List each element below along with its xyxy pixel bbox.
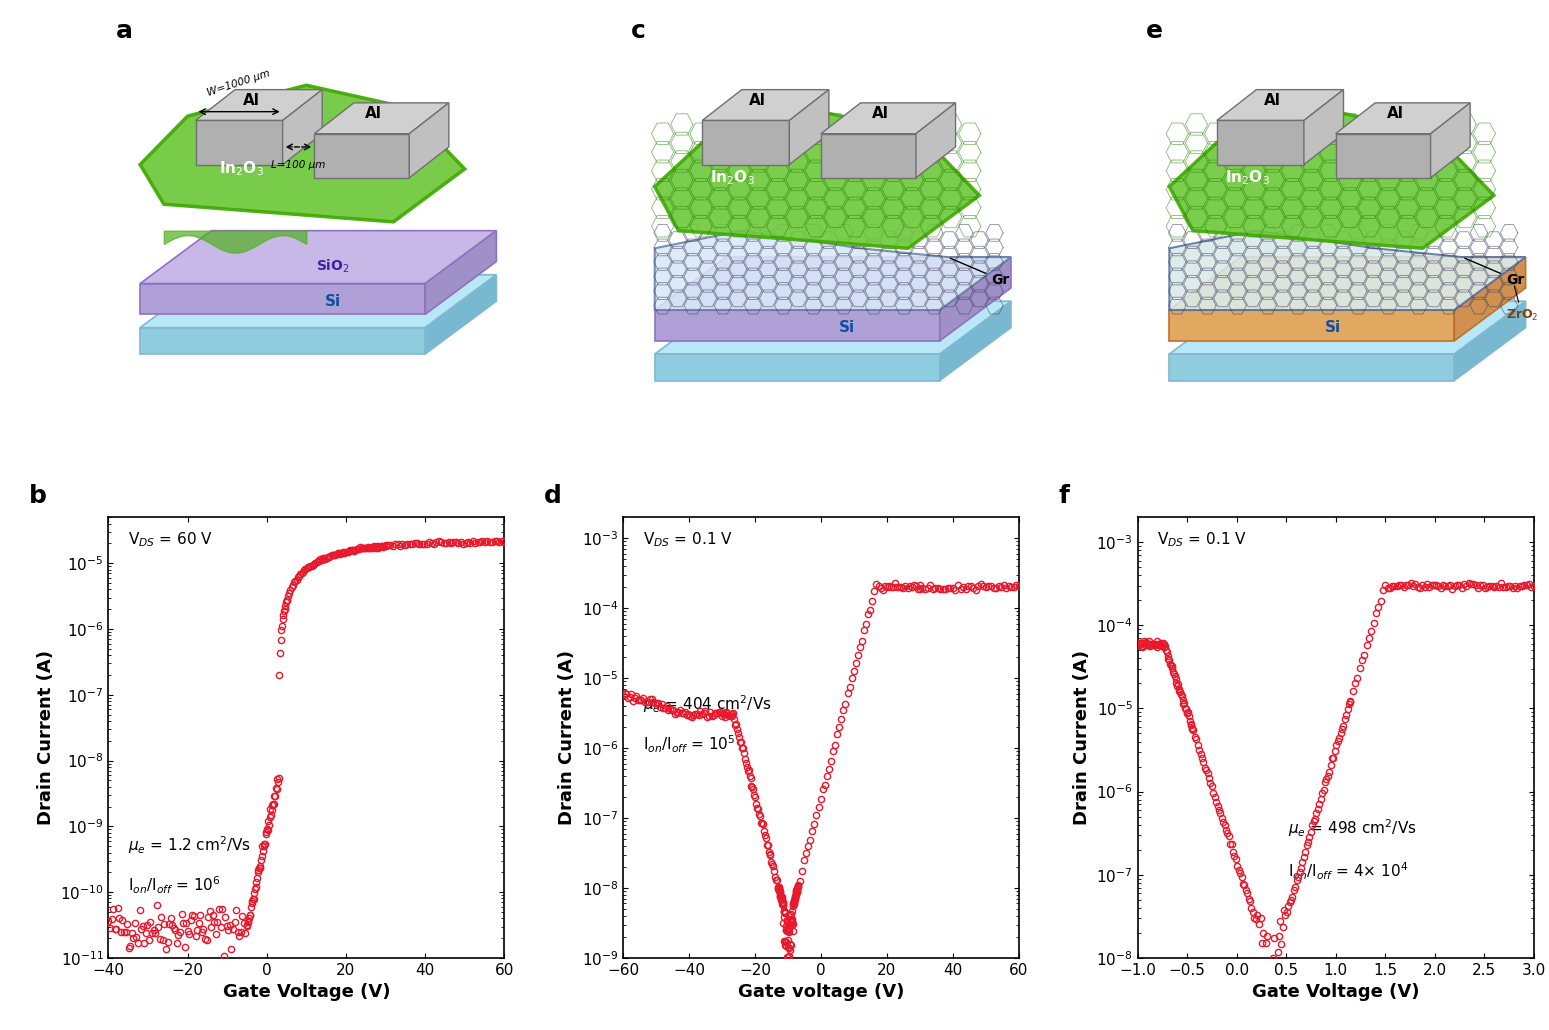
Polygon shape: [1304, 90, 1343, 165]
Polygon shape: [195, 121, 282, 165]
Polygon shape: [821, 103, 956, 134]
Polygon shape: [940, 301, 1011, 380]
Polygon shape: [1169, 231, 1526, 310]
Text: L=100 μm: L=100 μm: [271, 160, 325, 170]
Polygon shape: [821, 134, 915, 178]
X-axis label: Gate Voltage (V): Gate Voltage (V): [1252, 984, 1419, 1001]
Y-axis label: Drain Current (A): Drain Current (A): [37, 650, 54, 825]
Polygon shape: [1169, 111, 1493, 248]
Text: In$_2$O$_3$: In$_2$O$_3$: [1225, 169, 1270, 187]
Polygon shape: [790, 90, 829, 165]
Polygon shape: [1169, 354, 1455, 380]
Polygon shape: [314, 134, 409, 178]
Text: V$_{DS}$ = 60 V: V$_{DS}$ = 60 V: [129, 530, 214, 549]
Text: ZrO$_2$: ZrO$_2$: [1506, 286, 1538, 323]
Polygon shape: [1335, 134, 1431, 178]
Text: e: e: [1146, 20, 1163, 43]
Text: $\mu_e$ = 404 cm$^2$/Vs: $\mu_e$ = 404 cm$^2$/Vs: [643, 693, 771, 715]
Polygon shape: [1169, 310, 1455, 341]
Text: Al: Al: [750, 93, 767, 108]
Polygon shape: [655, 258, 1011, 310]
Polygon shape: [424, 275, 496, 354]
Polygon shape: [915, 103, 956, 178]
Polygon shape: [702, 121, 790, 165]
Text: In$_2$O$_3$: In$_2$O$_3$: [220, 160, 265, 178]
Text: f: f: [1058, 484, 1069, 509]
Text: Gr: Gr: [1465, 259, 1524, 286]
Text: SiO$_2$: SiO$_2$: [316, 258, 350, 275]
Polygon shape: [1218, 90, 1343, 121]
Text: Si: Si: [1324, 320, 1341, 335]
Text: Al: Al: [872, 106, 889, 122]
Text: V$_{DS}$ = 0.1 V: V$_{DS}$ = 0.1 V: [643, 530, 733, 549]
Polygon shape: [409, 103, 449, 178]
Text: W=1000 μm: W=1000 μm: [206, 69, 271, 99]
Text: a: a: [116, 20, 133, 43]
Polygon shape: [314, 103, 449, 134]
Text: Al: Al: [1264, 93, 1281, 108]
Polygon shape: [940, 258, 1011, 341]
Y-axis label: Drain Current (A): Drain Current (A): [1072, 650, 1090, 825]
Polygon shape: [139, 283, 424, 314]
Polygon shape: [1455, 301, 1526, 380]
Text: Gr: Gr: [950, 259, 1010, 286]
Text: I$_{on}$/I$_{off}$ = 10$^6$: I$_{on}$/I$_{off}$ = 10$^6$: [129, 874, 222, 895]
Text: Si: Si: [840, 320, 855, 335]
Polygon shape: [424, 231, 496, 314]
Text: Al: Al: [366, 106, 383, 122]
Polygon shape: [139, 231, 496, 283]
Text: $\mu_e$ = 1.2 cm$^2$/Vs: $\mu_e$ = 1.2 cm$^2$/Vs: [129, 834, 251, 856]
Polygon shape: [195, 90, 322, 121]
Polygon shape: [139, 275, 496, 328]
Polygon shape: [655, 354, 940, 380]
Text: In$_2$O$_3$: In$_2$O$_3$: [709, 169, 754, 187]
Polygon shape: [1169, 258, 1526, 310]
Text: Al: Al: [243, 93, 259, 108]
Text: V$_{DS}$ = 0.1 V: V$_{DS}$ = 0.1 V: [1157, 530, 1247, 549]
X-axis label: Gate voltage (V): Gate voltage (V): [737, 984, 905, 1001]
Text: I$_{on}$/I$_{off}$ = 10$^5$: I$_{on}$/I$_{off}$ = 10$^5$: [643, 733, 736, 755]
Polygon shape: [1335, 103, 1470, 134]
Polygon shape: [1169, 301, 1526, 354]
Polygon shape: [702, 90, 829, 121]
Polygon shape: [139, 85, 465, 221]
Text: b: b: [29, 484, 46, 509]
Polygon shape: [655, 111, 979, 248]
Polygon shape: [655, 231, 1011, 310]
Polygon shape: [655, 301, 1011, 354]
Text: Si: Si: [324, 294, 341, 309]
Text: I$_{on}$/I$_{off}$ = 4× 10$^4$: I$_{on}$/I$_{off}$ = 4× 10$^4$: [1289, 861, 1408, 883]
Polygon shape: [282, 90, 322, 165]
Polygon shape: [139, 328, 424, 354]
Text: c: c: [630, 20, 646, 43]
Polygon shape: [1455, 258, 1526, 341]
Text: $\mu_e$ = 498 cm$^2$/Vs: $\mu_e$ = 498 cm$^2$/Vs: [1289, 817, 1417, 838]
Polygon shape: [655, 310, 940, 341]
Polygon shape: [1431, 103, 1470, 178]
Text: d: d: [544, 484, 562, 509]
Text: Al: Al: [1386, 106, 1403, 122]
Y-axis label: Drain Current (A): Drain Current (A): [558, 650, 576, 825]
X-axis label: Gate Voltage (V): Gate Voltage (V): [223, 984, 390, 1001]
Polygon shape: [1218, 121, 1304, 165]
